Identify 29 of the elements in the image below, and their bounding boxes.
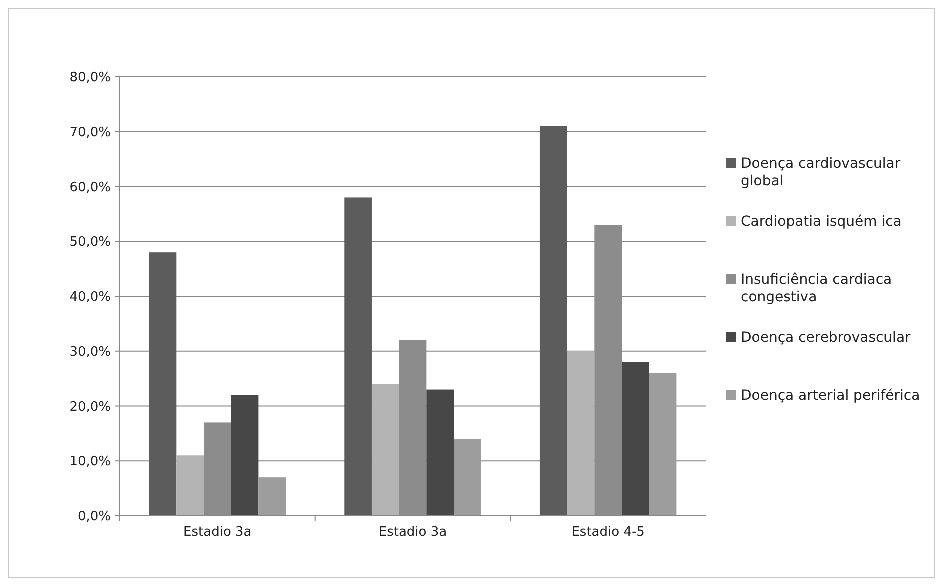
bar [372,384,400,516]
y-tick-label: 80,0% [70,70,111,86]
x-tick-label: Estadio 3a [378,525,448,540]
y-tick-label: 20,0% [70,400,111,415]
y-tick-label: 30,0% [70,344,111,360]
x-tick-label: Estadio 4-5 [572,525,645,540]
y-tick-label: 0,0% [78,510,111,525]
y-tick-label: 70,0% [70,125,111,140]
y-tick-label: 60,0% [70,180,111,196]
bar [231,395,259,516]
bar [540,126,568,516]
legend-label: Cardiopatia isquém ica [741,214,902,230]
bar [567,351,595,516]
bar [622,362,650,516]
bar [426,390,454,516]
legend-label: Doença cardiovascular global [741,156,901,190]
legend-label: Doença cerebrovascular [741,330,912,346]
y-tick-label: 50,0% [70,235,111,250]
bar [149,252,177,516]
legend-label: Insuficiência cardiaca congestiva [741,272,892,306]
x-tick-label: Estadio 3a [184,525,252,540]
y-tick-label: 10,0% [70,454,111,470]
y-tick-label: 40,0% [70,290,111,306]
bar [258,478,286,516]
bar [454,439,482,516]
bar [176,456,204,516]
bar [649,373,677,516]
bar [344,198,372,516]
legend-label: Doença arterial periférica [741,388,920,404]
